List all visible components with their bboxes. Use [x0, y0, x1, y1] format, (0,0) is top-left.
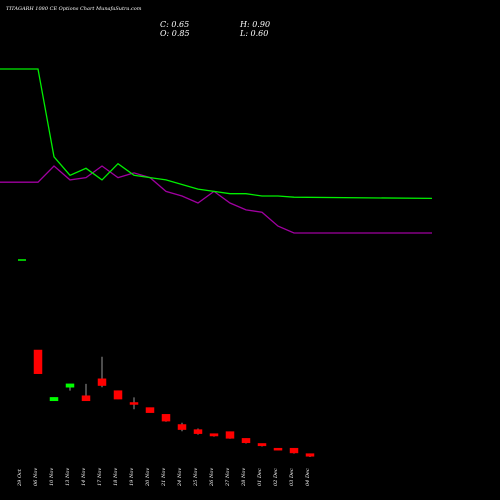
candle-25 Nov — [193, 429, 203, 434]
candle-21 Nov — [161, 414, 171, 422]
low-value: L: 0.60 — [240, 29, 269, 38]
x-tick-label: 14 Nov — [81, 468, 87, 486]
x-tick-label: 03 Dec — [289, 468, 295, 486]
x-tick-label: 24 Nov — [177, 468, 183, 487]
x-tick-label: 18 Nov — [113, 468, 119, 486]
x-tick-label: 21 Nov — [161, 468, 167, 487]
x-tick-label: 13 Nov — [65, 468, 71, 486]
close-value: C: 0.65 — [160, 20, 190, 29]
candle-14 Nov — [81, 395, 91, 402]
candle-18 Nov — [113, 390, 123, 400]
candle-01 Dec — [257, 443, 267, 447]
x-tick-label: 10 Nov — [49, 468, 55, 486]
candles — [18, 259, 315, 457]
x-tick-label: 29 Oct — [17, 468, 23, 487]
candle-27 Nov — [225, 431, 235, 439]
x-tick-label: 01 Dec — [257, 468, 263, 486]
x-tick-label: 06 Nov — [33, 468, 39, 486]
candle-19 Nov — [129, 402, 139, 405]
candle-17 Nov — [97, 378, 107, 386]
candle-28 Nov — [241, 438, 251, 444]
x-tick-label: 28 Nov — [241, 468, 247, 487]
candle-20 Nov — [145, 407, 155, 413]
x-tick-label: 20 Nov — [145, 468, 151, 487]
x-tick-label: 26 Nov — [209, 468, 215, 487]
candle-03 Dec — [289, 447, 299, 454]
x-tick-label: 04 Dec — [305, 468, 311, 486]
candle-26 Nov — [209, 433, 219, 437]
indicator-lines — [0, 68, 433, 234]
candle-13 Nov — [65, 383, 75, 388]
green-line — [0, 68, 433, 200]
candle-24 Nov — [177, 424, 187, 430]
candle-06 Nov — [33, 349, 43, 374]
x-tick-label: 27 Nov — [225, 468, 231, 487]
candle-04 Dec — [305, 453, 315, 457]
x-tick-label: 19 Nov — [129, 468, 135, 486]
x-tick-label: 25 Nov — [193, 468, 199, 487]
candle-02 Dec — [273, 447, 283, 451]
x-tick-label: 17 Nov — [97, 468, 103, 486]
magenta-line — [0, 165, 432, 234]
open-value: O: 0.85 — [160, 29, 190, 38]
x-axis-labels: 29 Oct 06 Nov 10 Nov 13 Nov 14 Nov 17 Nov 18 N… — [17, 468, 311, 487]
chart-title: TITAGARH 1080 CE Options Chart MunafaSut… — [6, 6, 142, 12]
x-tick-label: 02 Dec — [273, 468, 279, 486]
high-value: H: 0.90 — [240, 20, 271, 29]
candle-10 Nov — [49, 397, 59, 402]
